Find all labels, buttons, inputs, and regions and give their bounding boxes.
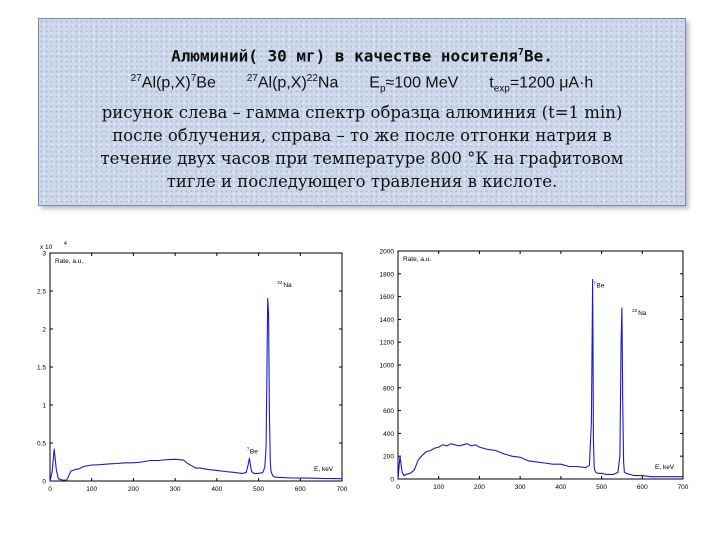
r2-sup: 22 xyxy=(306,73,318,85)
ep-sub: p xyxy=(379,83,386,95)
x-tick-label: 0 xyxy=(396,484,400,491)
x-tick-label: 200 xyxy=(474,484,485,491)
y-tick-label: 1.5 xyxy=(37,365,46,372)
title-suffix: Be. xyxy=(523,46,553,66)
spectrum-series-line xyxy=(49,298,343,482)
ep-value: ≈100 MeV xyxy=(385,74,459,92)
y-tick-label: 0 xyxy=(390,477,394,484)
y-axis-label: Rate, a.u. xyxy=(55,258,83,265)
header-panel: Алюминий( 30 мг) в качестве носителя7Be.… xyxy=(38,18,686,206)
t-sub: exp xyxy=(493,83,510,95)
peak-label-sup: 7 xyxy=(247,447,250,452)
x-axis-label: E, keV xyxy=(655,464,675,471)
ep-label: E xyxy=(369,74,380,92)
title-sup: 7 xyxy=(517,47,524,58)
x-tick-label: 0 xyxy=(48,486,52,493)
x-tick-label: 600 xyxy=(295,486,306,493)
r1-body: Al(p,X) xyxy=(141,74,191,92)
spectrum-series-line xyxy=(397,278,683,480)
desc-line-4: тигле и последующего травления в кислоте… xyxy=(166,171,558,191)
reaction-formula: 27Al(p,X)7Be 27Al(p,X)22Na Ep≈100 MeV te… xyxy=(39,67,685,101)
plot-frame xyxy=(49,252,343,482)
x-tick-label: 200 xyxy=(128,486,139,493)
y-tick-label: 1 xyxy=(42,403,46,410)
peak-label: Na xyxy=(283,282,292,289)
y-tick-label: 1000 xyxy=(380,363,395,370)
x-tick-label: 100 xyxy=(86,486,97,493)
r1-end: Be xyxy=(196,74,216,92)
spectrum-chart-right: 0 100 200 300 400 500 600 700 0 200 400 600 800 1000 1… xyxy=(380,249,689,492)
r1-pre: 27 xyxy=(130,73,142,85)
y-tick-label: 400 xyxy=(383,431,394,438)
y-tick-label: 200 xyxy=(383,454,394,461)
y-tick-label: 2000 xyxy=(380,249,395,256)
x-tick-label: 400 xyxy=(555,484,566,491)
r2-pre: 27 xyxy=(246,73,258,85)
x-tick-label: 400 xyxy=(211,486,222,493)
y-tick-label: 0 xyxy=(42,479,46,486)
x-tick-label: 500 xyxy=(253,486,264,493)
y-tick-label: 800 xyxy=(383,385,394,392)
y-tick-label: 2.5 xyxy=(37,289,46,296)
y-exponent-sup: 4 xyxy=(64,241,67,247)
t-label: t xyxy=(489,74,494,92)
x-axis-label: E, keV xyxy=(314,466,334,473)
title-text: Алюминий( 30 мг) в качестве носителя xyxy=(171,46,518,66)
y-tick-label: 0.5 xyxy=(37,441,46,448)
peak-label: Be xyxy=(596,282,604,289)
y-tick-label: 1400 xyxy=(380,317,395,324)
spectrum-chart-left: 0 100 200 300 400 500 600 700 0 0.5 1 1.5 2 2.5 3x 10 4… xyxy=(37,241,348,493)
r2-end: Na xyxy=(317,74,339,92)
y-tick-label: 2 xyxy=(42,327,46,334)
y-tick-label: 3 xyxy=(42,251,46,258)
y-exponent-label: x 10 xyxy=(40,244,53,251)
x-tick-label: 100 xyxy=(433,484,444,491)
y-tick-label: 600 xyxy=(383,408,394,415)
x-tick-label: 300 xyxy=(170,486,181,493)
r1-sup: 7 xyxy=(190,73,197,85)
peak-label-sup: 7 xyxy=(593,280,596,285)
peak-label: Na xyxy=(638,310,647,317)
plot-frame xyxy=(397,250,684,480)
peak-label-sup: 22 xyxy=(277,280,283,285)
y-tick-label: 1800 xyxy=(380,271,395,278)
desc-line-3: течение двух часов при температуре 800 °… xyxy=(100,148,624,168)
y-axis-label: Rate, a.u. xyxy=(403,256,431,263)
x-tick-label: 600 xyxy=(637,484,648,491)
header-title: Алюминий( 30 мг) в качестве носителя7Be. xyxy=(39,41,685,67)
x-tick-label: 700 xyxy=(337,486,348,493)
peak-label-sup: 22 xyxy=(632,308,638,313)
y-tick-label: 1600 xyxy=(380,294,395,301)
desc-line-2: после облучения, справа – то же после от… xyxy=(112,125,612,145)
y-tick-label: 1200 xyxy=(380,340,395,347)
desc-line-1: рисунок слева – гамма спектр образца алю… xyxy=(101,102,623,122)
peak-label: Be xyxy=(250,449,258,456)
x-tick-label: 700 xyxy=(678,484,689,491)
r2-body: Al(p,X) xyxy=(257,74,307,92)
t-value: =1200 μA·h xyxy=(509,74,594,92)
x-tick-label: 300 xyxy=(515,484,526,491)
x-tick-label: 500 xyxy=(596,484,607,491)
